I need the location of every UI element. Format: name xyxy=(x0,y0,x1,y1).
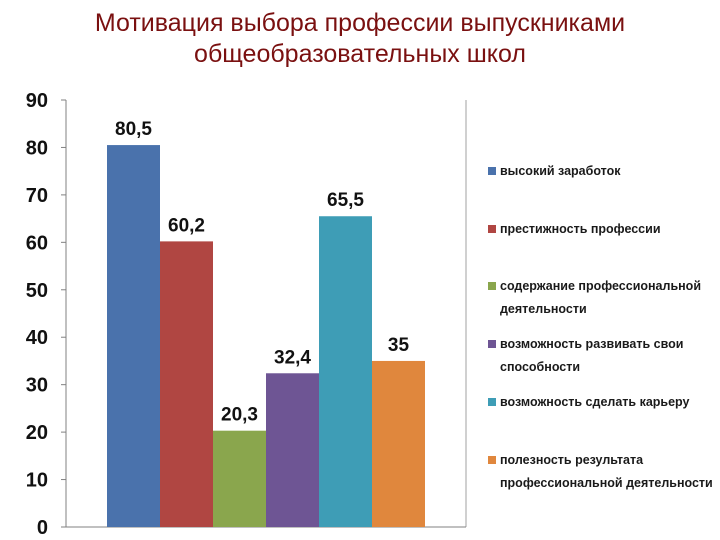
data-label: 32,4 xyxy=(274,347,311,368)
bar xyxy=(266,373,319,527)
legend-label: содержание профессиональной xyxy=(500,279,701,293)
bar xyxy=(372,360,425,527)
legend-label: деятельности xyxy=(500,302,587,316)
legend-label: высокий заработок xyxy=(500,164,621,178)
legend-label: способности xyxy=(500,360,580,374)
data-label: 20,3 xyxy=(221,405,258,426)
chart-title-line-1: Мотивация выбора профессии выпускниками xyxy=(94,9,626,37)
y-tick-label: 50 xyxy=(26,280,48,302)
y-tick-label: 40 xyxy=(26,327,48,349)
legend-label: возможность развивать свои xyxy=(500,337,683,351)
y-tick-label: 30 xyxy=(26,375,48,397)
data-label: 60,2 xyxy=(168,215,205,236)
data-label: 35 xyxy=(388,335,410,356)
legend-swatch xyxy=(488,225,496,233)
y-tick-label: 80 xyxy=(26,137,48,159)
legend-label: престижность профессии xyxy=(500,222,661,236)
legend-label: профессиональной деятельности xyxy=(500,476,713,490)
legend-swatch xyxy=(488,398,496,406)
chart-title: Мотивация выбора профессии выпускниками … xyxy=(0,8,720,70)
y-tick-label: 20 xyxy=(26,422,48,444)
bar xyxy=(160,241,213,527)
y-tick-label: 0 xyxy=(37,517,48,539)
legend-label: полезность результата xyxy=(500,453,644,467)
legend-swatch xyxy=(488,340,496,348)
legend-swatch xyxy=(488,456,496,464)
bar xyxy=(107,145,160,528)
bar xyxy=(213,430,266,527)
data-label: 65,5 xyxy=(327,190,364,211)
y-tick-label: 90 xyxy=(26,90,48,112)
data-label: 80,5 xyxy=(115,119,152,140)
legend-swatch xyxy=(488,282,496,290)
bar xyxy=(319,216,372,527)
y-tick-label: 60 xyxy=(26,232,48,254)
chart-title-line-2: общеобразовательных школ xyxy=(194,40,526,68)
legend-label: возможность сделать карьеру xyxy=(500,395,690,409)
y-tick-label: 70 xyxy=(26,185,48,207)
y-tick-label: 10 xyxy=(26,470,48,492)
legend-swatch xyxy=(488,167,496,175)
